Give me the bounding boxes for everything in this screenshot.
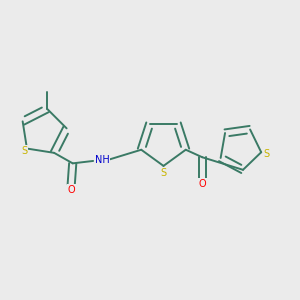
- Text: S: S: [160, 167, 166, 178]
- Text: S: S: [263, 149, 270, 159]
- Text: O: O: [198, 178, 206, 189]
- Text: O: O: [68, 185, 75, 195]
- Text: S: S: [22, 146, 28, 156]
- Text: NH: NH: [94, 155, 110, 165]
